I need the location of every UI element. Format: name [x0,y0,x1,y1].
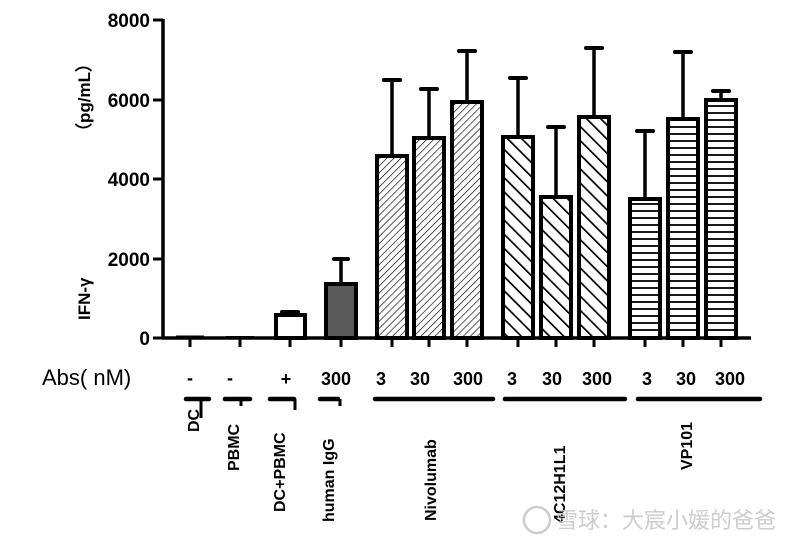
dose-vp101-300: 300 [715,369,745,389]
y-tick-8000: 8000 [108,11,150,32]
watermark: 雪球：大宸小媛的爸爸 [522,505,776,535]
y-axis: 8000 6000 4000 2000 0 [108,11,165,350]
y-tick-6000: 6000 [108,91,150,112]
dose-dc-pbmc: + [281,369,292,389]
group-label-dc-pbmc: DC+PBMC [272,432,289,512]
group-labels: DC PBMC DC+PBMC human IgG Nivolumab 4C12… [186,408,696,523]
dose-dc: - [187,368,193,388]
dose-4c12-300: 300 [582,369,612,389]
y-axis-title: IFN-γ （pg/mL） [74,55,94,320]
bar-human-igg [324,257,358,340]
dose-nivo-30: 30 [410,369,430,389]
dose-nivo-3: 3 [376,369,386,389]
y-tick-0: 0 [139,329,150,350]
dose-vp101-3: 3 [642,369,652,389]
bar-dc-pbmc [274,310,307,340]
group-label-4c12h1l1: 4C12H1L1 [552,446,569,523]
group-label-human-igg: human IgG [321,438,338,522]
snowball-logo-icon [522,505,552,535]
group-label-vp101: VP101 [679,422,696,470]
bar-4c12h1l1-3 [501,76,535,340]
bar-vp101-300 [704,89,738,340]
abs-row: Abs( nM) - - + 300 3 30 300 3 30 300 3 3… [42,365,745,390]
bar-nivolumab-300 [450,49,484,340]
dose-vp101-30: 30 [676,369,696,389]
watermark-text: 雪球：大宸小媛的爸爸 [556,509,776,534]
group-bracket-ends [199,399,342,418]
bar-4c12h1l1-300 [577,46,611,340]
dose-igg: 300 [321,369,351,389]
dose-pbmc: - [227,368,233,388]
group-label-pbmc: PBMC [226,423,243,471]
bar-vp101-3 [628,129,662,340]
y-tick-2000: 2000 [108,250,150,271]
bar-nivolumab-3 [375,78,409,340]
bars [176,46,738,340]
abs-label: Abs( nM) [42,365,131,390]
y-axis-unit-text: （pg/mL） [74,55,94,140]
y-axis-title-text: IFN-γ [75,277,94,320]
group-label-nivolumab: Nivolumab [423,439,440,521]
bar-vp101-30 [666,50,700,340]
bar-nivolumab-30 [412,87,446,340]
dose-4c12-3: 3 [507,369,517,389]
y-tick-4000: 4000 [108,170,150,191]
bar-4c12h1l1-30 [539,125,573,340]
group-label-dc: DC [186,408,203,432]
x-axis [162,336,751,347]
dose-4c12-30: 30 [542,369,562,389]
dose-nivo-300: 300 [453,369,483,389]
